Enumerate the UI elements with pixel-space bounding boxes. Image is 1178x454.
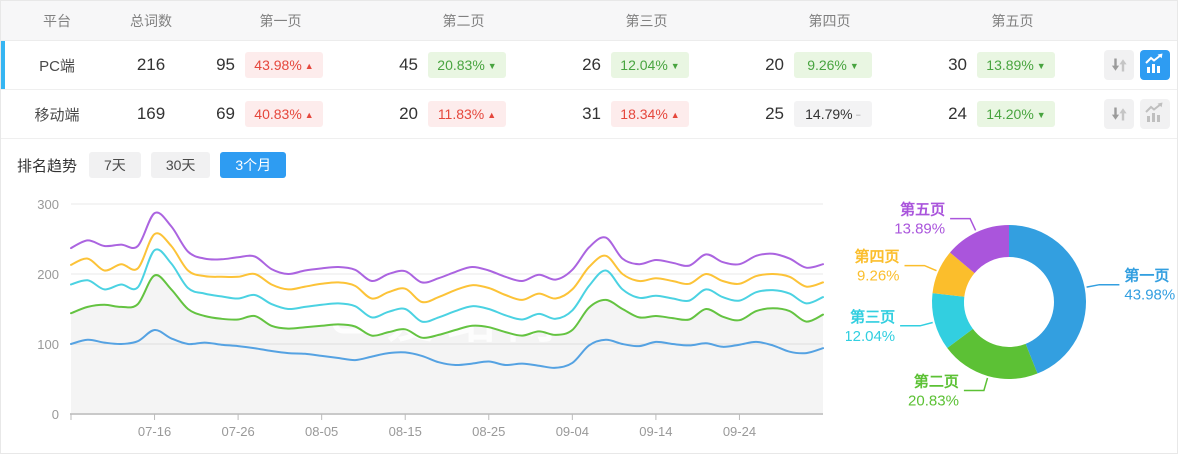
sort-button[interactable] — [1104, 50, 1134, 80]
col-header-platform: 平台 — [43, 12, 71, 29]
trend-chart-button[interactable] — [1140, 99, 1170, 129]
trend-arrow-icon: ▼ — [1036, 110, 1046, 120]
svg-text:08-25: 08-25 — [472, 424, 505, 439]
trend-arrow-icon: ▼ — [487, 61, 497, 71]
page-share-donut-chart: 第一页 43.98% 第二页 20.83% 第三页 12.04% 第四页 9.26% 第五页 13… — [844, 184, 1177, 436]
svg-text:07-26: 07-26 — [221, 424, 254, 439]
trend-title: 排名趋势 — [17, 157, 78, 175]
donut-label-第三页: 第三页 — [850, 308, 895, 326]
col-header-page5: 第五页 — [991, 12, 1034, 29]
tab-3-months[interactable]: 3个月 — [220, 152, 287, 178]
col-header-page3: 第三页 — [625, 12, 668, 29]
col-header-total: 总词数 — [130, 12, 172, 29]
page3-pct-badge: 12.04% ▼ — [611, 52, 689, 78]
donut-percent-第三页: 12.04% — [846, 328, 895, 345]
tab-30-days[interactable]: 30天 — [150, 152, 211, 178]
page4-pct-badge: 14.79% − — [794, 101, 872, 127]
donut-percent-第二页: 20.83% — [908, 393, 959, 410]
page4-cell: 25 14.79% − — [738, 101, 921, 127]
page2-pct-badge: 11.83% ▲ — [428, 101, 506, 127]
page5-count: 24 — [948, 104, 967, 123]
donut-slice-第五页 — [950, 225, 1009, 274]
page5-count: 30 — [948, 55, 967, 74]
donut-percent-第一页: 43.98% — [1124, 287, 1175, 304]
page1-count: 69 — [216, 104, 235, 123]
line-chart-icon — [1145, 53, 1163, 73]
trend-chart-button[interactable] — [1140, 50, 1170, 80]
page3-count: 31 — [582, 104, 601, 123]
svg-text:07-16: 07-16 — [138, 424, 171, 439]
svg-text:09-24: 09-24 — [723, 424, 756, 439]
rank-trend-line-chart: 0 100 200 300 爱站网 07-16 07-26 08-05 08-15 08-25 09… — [1, 189, 841, 453]
page1-count: 95 — [216, 55, 235, 74]
donut-slice-第四页 — [932, 252, 975, 297]
svg-text:300: 300 — [37, 197, 59, 212]
col-header-page2: 第二页 — [442, 12, 485, 29]
sort-arrows-icon — [1111, 107, 1127, 121]
page2-cell: 45 20.83% ▼ — [372, 52, 555, 78]
donut-slice-第三页 — [932, 293, 973, 348]
donut-slice-第二页 — [947, 328, 1038, 379]
trend-arrow-icon: ▼ — [1036, 61, 1046, 71]
svg-text:09-04: 09-04 — [556, 424, 589, 439]
donut-label-第四页: 第四页 — [855, 248, 900, 266]
page1-cell: 95 43.98% ▲ — [189, 52, 372, 78]
donut-label-第五页: 第五页 — [900, 201, 945, 219]
page2-pct-badge: 20.83% ▼ — [428, 52, 506, 78]
page3-count: 26 — [582, 55, 601, 74]
donut-label-第二页: 第二页 — [914, 373, 959, 391]
svg-text:0: 0 — [52, 407, 59, 422]
donut-label-第一页: 第一页 — [1124, 267, 1169, 285]
table-row-pc[interactable]: PC端 216 95 43.98% ▲ 45 20.83% ▼ 26 12.04% ▼… — [1, 41, 1177, 90]
trend-arrow-icon: ▼ — [849, 61, 859, 71]
page5-pct-badge: 13.89% ▼ — [977, 52, 1055, 78]
page5-pct-badge: 14.20% ▼ — [977, 101, 1055, 127]
trend-arrow-icon: ▲ — [304, 110, 314, 120]
trend-arrow-icon: ▼ — [670, 61, 680, 71]
svg-text:08-05: 08-05 — [305, 424, 338, 439]
svg-text:100: 100 — [37, 337, 59, 352]
svg-text:200: 200 — [37, 267, 59, 282]
watermark: 爱站网 — [387, 295, 567, 348]
page2-cell: 20 11.83% ▲ — [372, 101, 555, 127]
col-header-page4: 第四页 — [808, 12, 851, 29]
page1-cell: 69 40.83% ▲ — [189, 101, 372, 127]
page4-count: 25 — [765, 104, 784, 123]
svg-text:09-14: 09-14 — [639, 424, 672, 439]
total-words: 169 — [136, 104, 166, 123]
page2-count: 45 — [399, 55, 418, 74]
page2-count: 20 — [399, 104, 418, 123]
platform-label: PC端 — [39, 57, 75, 75]
trend-arrow-icon: ▲ — [487, 110, 497, 120]
platform-label: 移动端 — [34, 106, 80, 124]
trend-arrow-icon: ▲ — [670, 110, 680, 120]
table-header: 平台 总词数 第一页 第二页 第三页 第四页 第五页 — [1, 1, 1177, 41]
page4-pct-badge: 9.26% ▼ — [794, 52, 872, 78]
page1-pct-badge: 40.83% ▲ — [245, 101, 323, 127]
page5-cell: 24 14.20% ▼ — [921, 101, 1104, 127]
table-row-mobile[interactable]: 移动端 169 69 40.83% ▲ 20 11.83% ▲ 31 18.34% ▲… — [1, 90, 1177, 139]
tab-7-days[interactable]: 7天 — [89, 152, 141, 178]
donut-percent-第五页: 13.89% — [894, 221, 945, 238]
page5-cell: 30 13.89% ▼ — [921, 52, 1104, 78]
page1-pct-badge: 43.98% ▲ — [245, 52, 323, 78]
trend-toolbar: 排名趋势 7天 30天 3个月 — [17, 152, 1177, 178]
svg-text:08-15: 08-15 — [389, 424, 422, 439]
page4-count: 20 — [765, 55, 784, 74]
sort-button[interactable] — [1104, 99, 1134, 129]
trend-arrow-icon: − — [855, 110, 861, 120]
page3-cell: 26 12.04% ▼ — [555, 52, 738, 78]
trend-arrow-icon: ▲ — [304, 61, 314, 71]
sort-arrows-icon — [1111, 58, 1127, 72]
line-chart-icon — [1145, 102, 1163, 122]
page3-cell: 31 18.34% ▲ — [555, 101, 738, 127]
page4-cell: 20 9.26% ▼ — [738, 52, 921, 78]
donut-percent-第四页: 9.26% — [857, 268, 900, 285]
total-words: 216 — [136, 55, 166, 74]
page3-pct-badge: 18.34% ▲ — [611, 101, 689, 127]
col-header-page1: 第一页 — [259, 12, 302, 29]
donut-slice-第一页 — [1009, 225, 1086, 374]
